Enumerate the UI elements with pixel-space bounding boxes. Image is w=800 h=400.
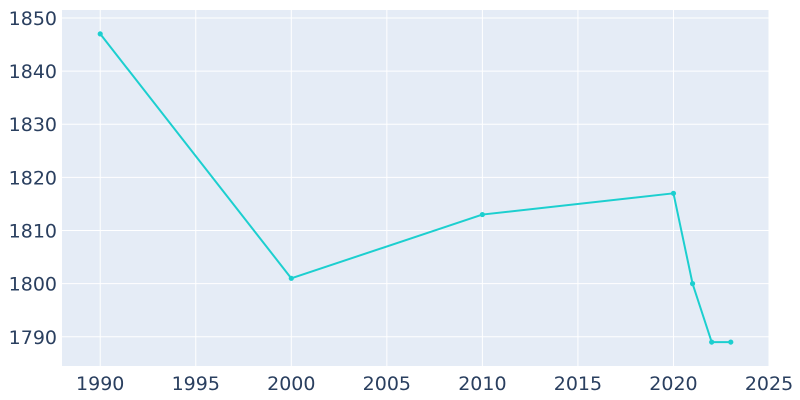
x-tick-label: 2025 [745,373,793,395]
y-tick-label: 1790 [9,327,57,349]
y-tick-label: 1800 [9,274,57,296]
y-tick-label: 1840 [9,61,57,83]
data-point [670,190,677,196]
data-point [709,339,715,345]
x-tick-label: 1990 [76,373,124,395]
y-tick-label: 1820 [9,167,57,189]
x-tick-label: 2005 [363,373,411,395]
data-point [689,281,696,287]
plot-background [62,10,769,366]
y-tick-label: 1830 [9,114,57,136]
data-point [479,211,485,218]
y-tick-label: 1810 [9,221,57,243]
data-point [97,31,103,37]
data-point [288,275,294,281]
x-axis-ticks: 1990 1995 2000 2005 2010 2015 2020 2025 [76,373,793,395]
x-tick-label: 2020 [649,373,697,395]
x-tick-label: 1995 [172,373,220,395]
y-axis-ticks: 1790 1800 1810 1820 1830 1840 1850 [9,8,57,349]
data-point [728,339,734,345]
series-layer [97,31,734,345]
x-tick-label: 2010 [458,373,506,395]
x-tick-label: 2000 [267,373,315,395]
x-tick-label: 2015 [554,373,602,395]
y-tick-label: 1850 [9,8,57,30]
grid-lines [62,10,770,366]
